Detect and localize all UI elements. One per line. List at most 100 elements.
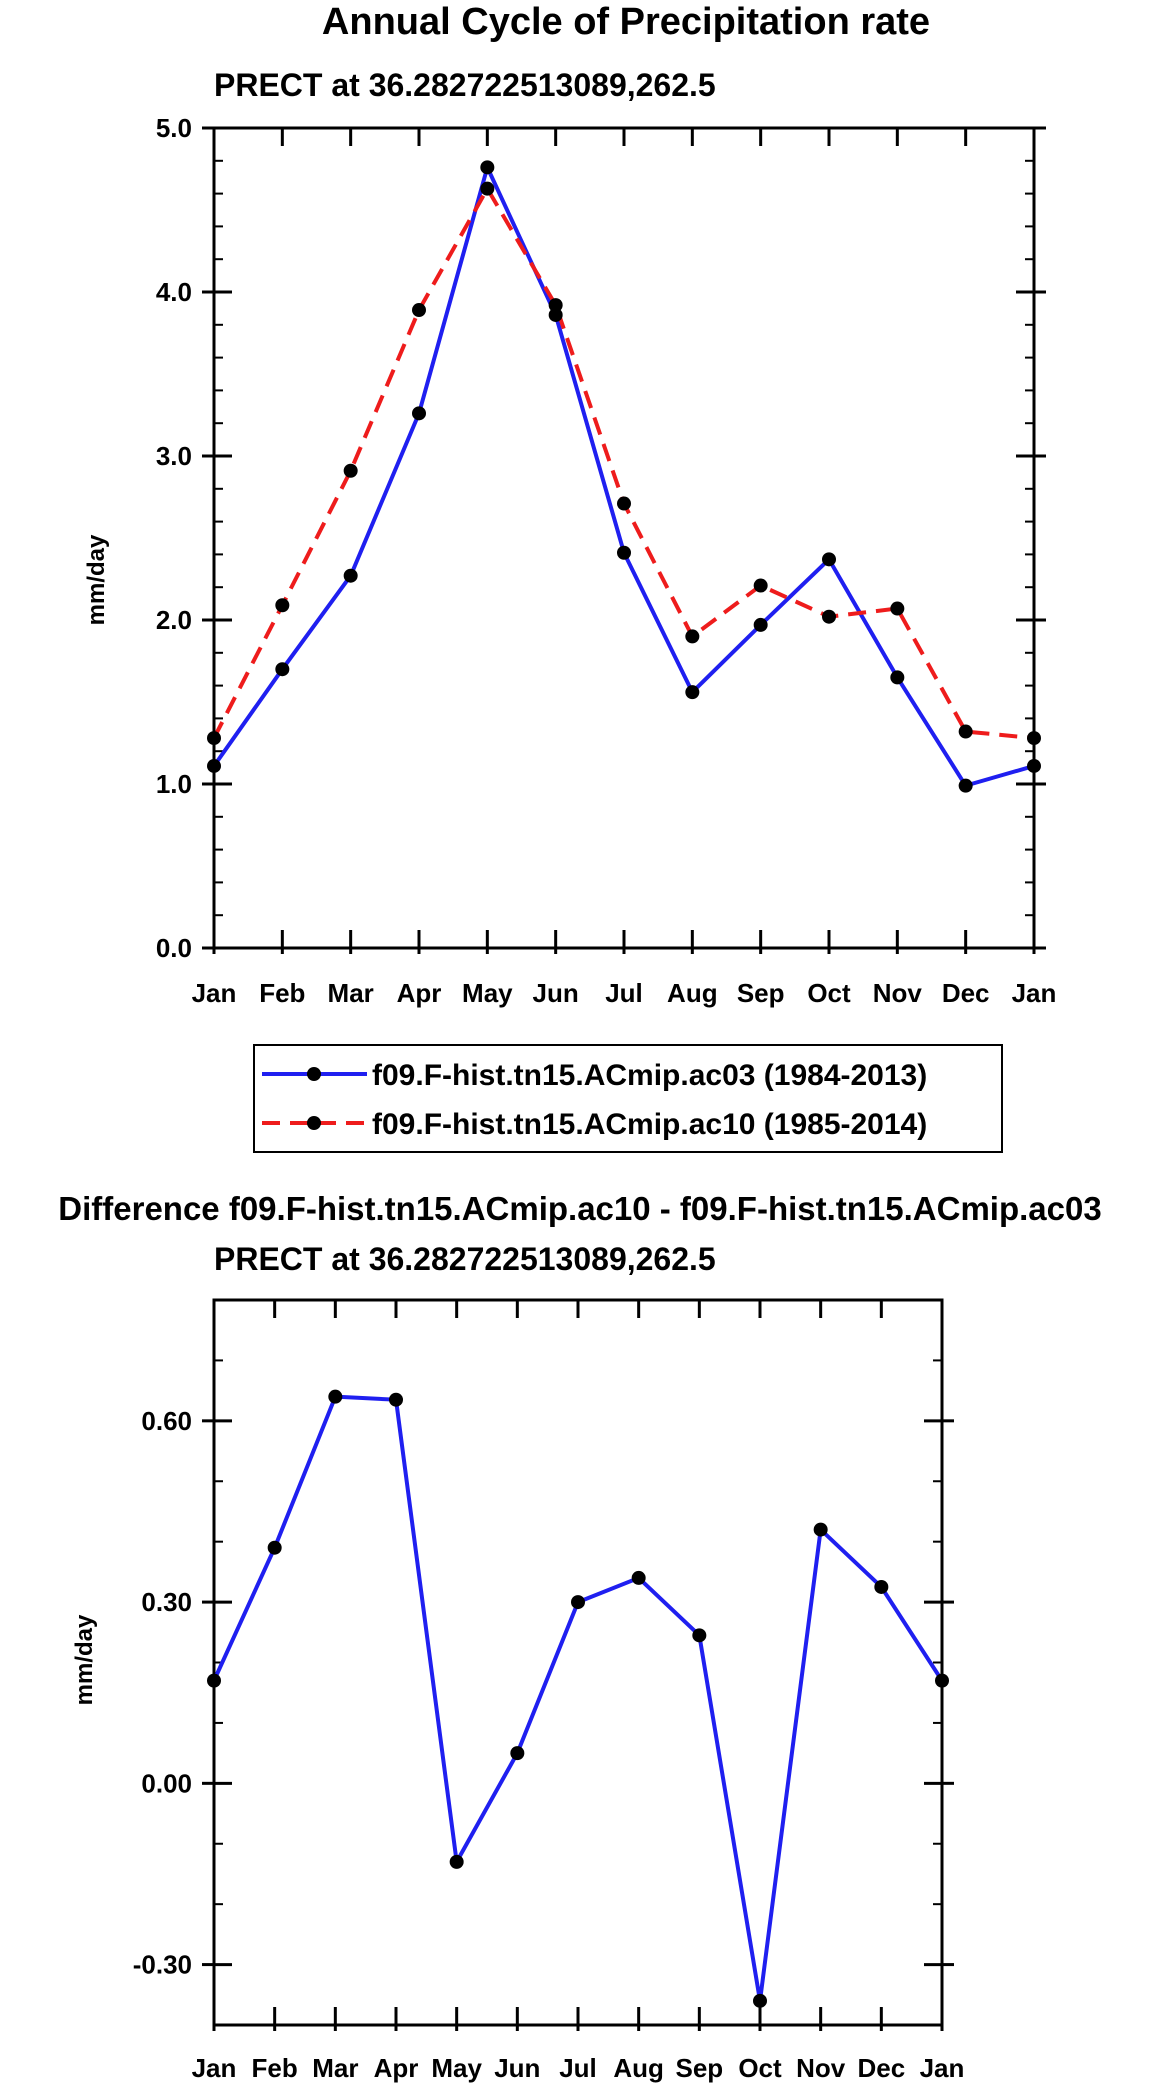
data-point-series-1 bbox=[449, 1854, 464, 1869]
x-tick-label: Nov bbox=[873, 978, 923, 1008]
data-point-series-1 bbox=[412, 406, 426, 421]
data-point-series-2 bbox=[412, 303, 426, 318]
legend-marker-series-2 bbox=[307, 1116, 321, 1130]
data-point-series-1 bbox=[1027, 758, 1041, 773]
x-tick-label: Jan bbox=[192, 2053, 237, 2083]
legend-label-series-2: f09.F-hist.tn15.ACmip.ac10 (1985-2014) bbox=[372, 1108, 927, 1141]
data-point-series-2 bbox=[685, 629, 700, 644]
x-tick-label: May bbox=[431, 2053, 482, 2083]
y-tick-labels: -0.30 0.00 0.30 0.60 bbox=[133, 1406, 192, 1980]
data-point-series-2 bbox=[753, 578, 768, 593]
axis-ticks bbox=[202, 126, 1046, 954]
data-point-series-2 bbox=[1027, 731, 1041, 746]
x-tick-label: Apr bbox=[397, 978, 442, 1008]
chart-difference: Difference f09.F-hist.tn15.ACmip.ac10 - … bbox=[58, 1190, 1101, 2083]
data-point-series-1 bbox=[510, 1746, 525, 1761]
data-point-series-1 bbox=[753, 617, 768, 632]
data-point-series-1 bbox=[813, 1522, 828, 1537]
data-point-series-1 bbox=[343, 568, 358, 583]
legend-marker-series-1 bbox=[307, 1067, 321, 1081]
x-tick-label: Feb bbox=[252, 2053, 298, 2083]
legend-label-series-1: f09.F-hist.tn15.ACmip.ac03 (1984-2013) bbox=[372, 1059, 927, 1092]
data-point-series-1 bbox=[617, 545, 631, 560]
series-line-2 bbox=[212, 186, 1035, 741]
data-point-series-1 bbox=[389, 1392, 403, 1407]
data-point-series-2 bbox=[822, 609, 836, 624]
data-point-series-2 bbox=[548, 298, 563, 313]
data-point-series-1 bbox=[480, 160, 495, 175]
y-tick-label: 0.0 bbox=[156, 933, 192, 963]
x-tick-label: Jan bbox=[192, 978, 237, 1008]
x-tick-label: Oct bbox=[738, 2053, 782, 2083]
data-point-series-1 bbox=[207, 1673, 221, 1688]
chart-title: Difference f09.F-hist.tn15.ACmip.ac10 - … bbox=[58, 1190, 1101, 1227]
x-tick-label: Oct bbox=[807, 978, 851, 1008]
data-point-series-2 bbox=[207, 731, 221, 746]
axis-ticks bbox=[202, 1299, 954, 2031]
data-point-series-2 bbox=[275, 598, 290, 613]
data-point-series-2 bbox=[890, 601, 905, 616]
data-point-series-2 bbox=[958, 724, 973, 739]
data-point-series-1 bbox=[753, 1993, 767, 2008]
x-tick-label: Aug bbox=[613, 2053, 664, 2083]
chart-subtitle: PRECT at 36.282722513089,262.5 bbox=[214, 67, 716, 103]
data-point-series-1 bbox=[267, 1540, 282, 1555]
data-point-series-1 bbox=[958, 778, 973, 793]
chart-title: Annual Cycle of Precipitation rate bbox=[322, 1, 930, 43]
data-point-series-1 bbox=[890, 670, 905, 685]
data-point-series-2 bbox=[617, 496, 631, 511]
x-tick-label: Dec bbox=[857, 2053, 905, 2083]
data-point-series-1 bbox=[874, 1579, 889, 1594]
data-point-series-1 bbox=[548, 307, 563, 322]
x-tick-label: Jan bbox=[1012, 978, 1057, 1008]
y-tick-label: 0.30 bbox=[141, 1587, 192, 1617]
data-point-series-1 bbox=[275, 662, 290, 677]
chart-subtitle: PRECT at 36.282722513089,262.5 bbox=[214, 1241, 716, 1277]
y-tick-label: 5.0 bbox=[156, 113, 192, 143]
y-axis-label: mm/day bbox=[83, 534, 110, 625]
data-point-series-1 bbox=[631, 1570, 646, 1585]
x-tick-label: Dec bbox=[942, 978, 990, 1008]
x-tick-label: Sep bbox=[675, 2053, 723, 2083]
x-tick-labels: Jan Feb Mar Apr May Jun Jul Aug Sep Oct Nov Dec Jan bbox=[192, 978, 1057, 1008]
x-tick-label: Jul bbox=[605, 978, 643, 1008]
data-point-series-2 bbox=[343, 463, 358, 478]
y-tick-label: 0.00 bbox=[141, 1768, 192, 1798]
x-tick-labels: Jan Feb Mar Apr May Jun Jul Aug Sep Oct Nov Dec Jan bbox=[192, 2053, 965, 2083]
x-tick-label: Apr bbox=[374, 2053, 419, 2083]
series-line-1 bbox=[212, 1394, 944, 2003]
y-tick-label: -0.30 bbox=[133, 1950, 192, 1980]
data-point-series-1 bbox=[328, 1389, 343, 1404]
data-point-series-1 bbox=[685, 685, 700, 700]
x-tick-label: Jun bbox=[533, 978, 579, 1008]
x-tick-label: Mar bbox=[328, 978, 374, 1008]
x-tick-label: Sep bbox=[737, 978, 785, 1008]
series-line-1 bbox=[212, 165, 1035, 788]
data-point-series-1 bbox=[935, 1673, 949, 1688]
y-tick-label: 1.0 bbox=[156, 769, 192, 799]
data-point-series-1 bbox=[822, 552, 836, 567]
data-point-series-1 bbox=[692, 1628, 707, 1643]
y-axis-label: mm/day bbox=[71, 1614, 98, 1705]
legend-box bbox=[253, 1044, 1003, 1153]
y-tick-label: 2.0 bbox=[156, 605, 192, 635]
x-tick-label: Feb bbox=[259, 978, 305, 1008]
data-point-series-2 bbox=[480, 181, 495, 196]
plot-frame bbox=[212, 1298, 944, 2027]
x-tick-label: Jul bbox=[559, 2053, 597, 2083]
legend: f09.F-hist.tn15.ACmip.ac03 (1984-2013) f… bbox=[253, 1044, 1003, 1153]
y-tick-label: 0.60 bbox=[141, 1406, 192, 1436]
x-tick-label: Jun bbox=[494, 2053, 540, 2083]
y-tick-label: 4.0 bbox=[156, 277, 192, 307]
y-tick-labels: 0.0 1.0 2.0 3.0 4.0 5.0 bbox=[156, 113, 192, 963]
series-group bbox=[207, 160, 1041, 793]
plot-frame bbox=[212, 126, 1036, 950]
x-tick-label: Mar bbox=[312, 2053, 358, 2083]
x-tick-label: May bbox=[462, 978, 513, 1008]
x-tick-label: Nov bbox=[796, 2053, 846, 2083]
series-group bbox=[207, 1389, 949, 2008]
chart-annual-cycle: Annual Cycle of Precipitation rate PRECT… bbox=[83, 1, 1057, 1153]
y-tick-label: 3.0 bbox=[156, 441, 192, 471]
data-point-series-1 bbox=[207, 758, 221, 773]
